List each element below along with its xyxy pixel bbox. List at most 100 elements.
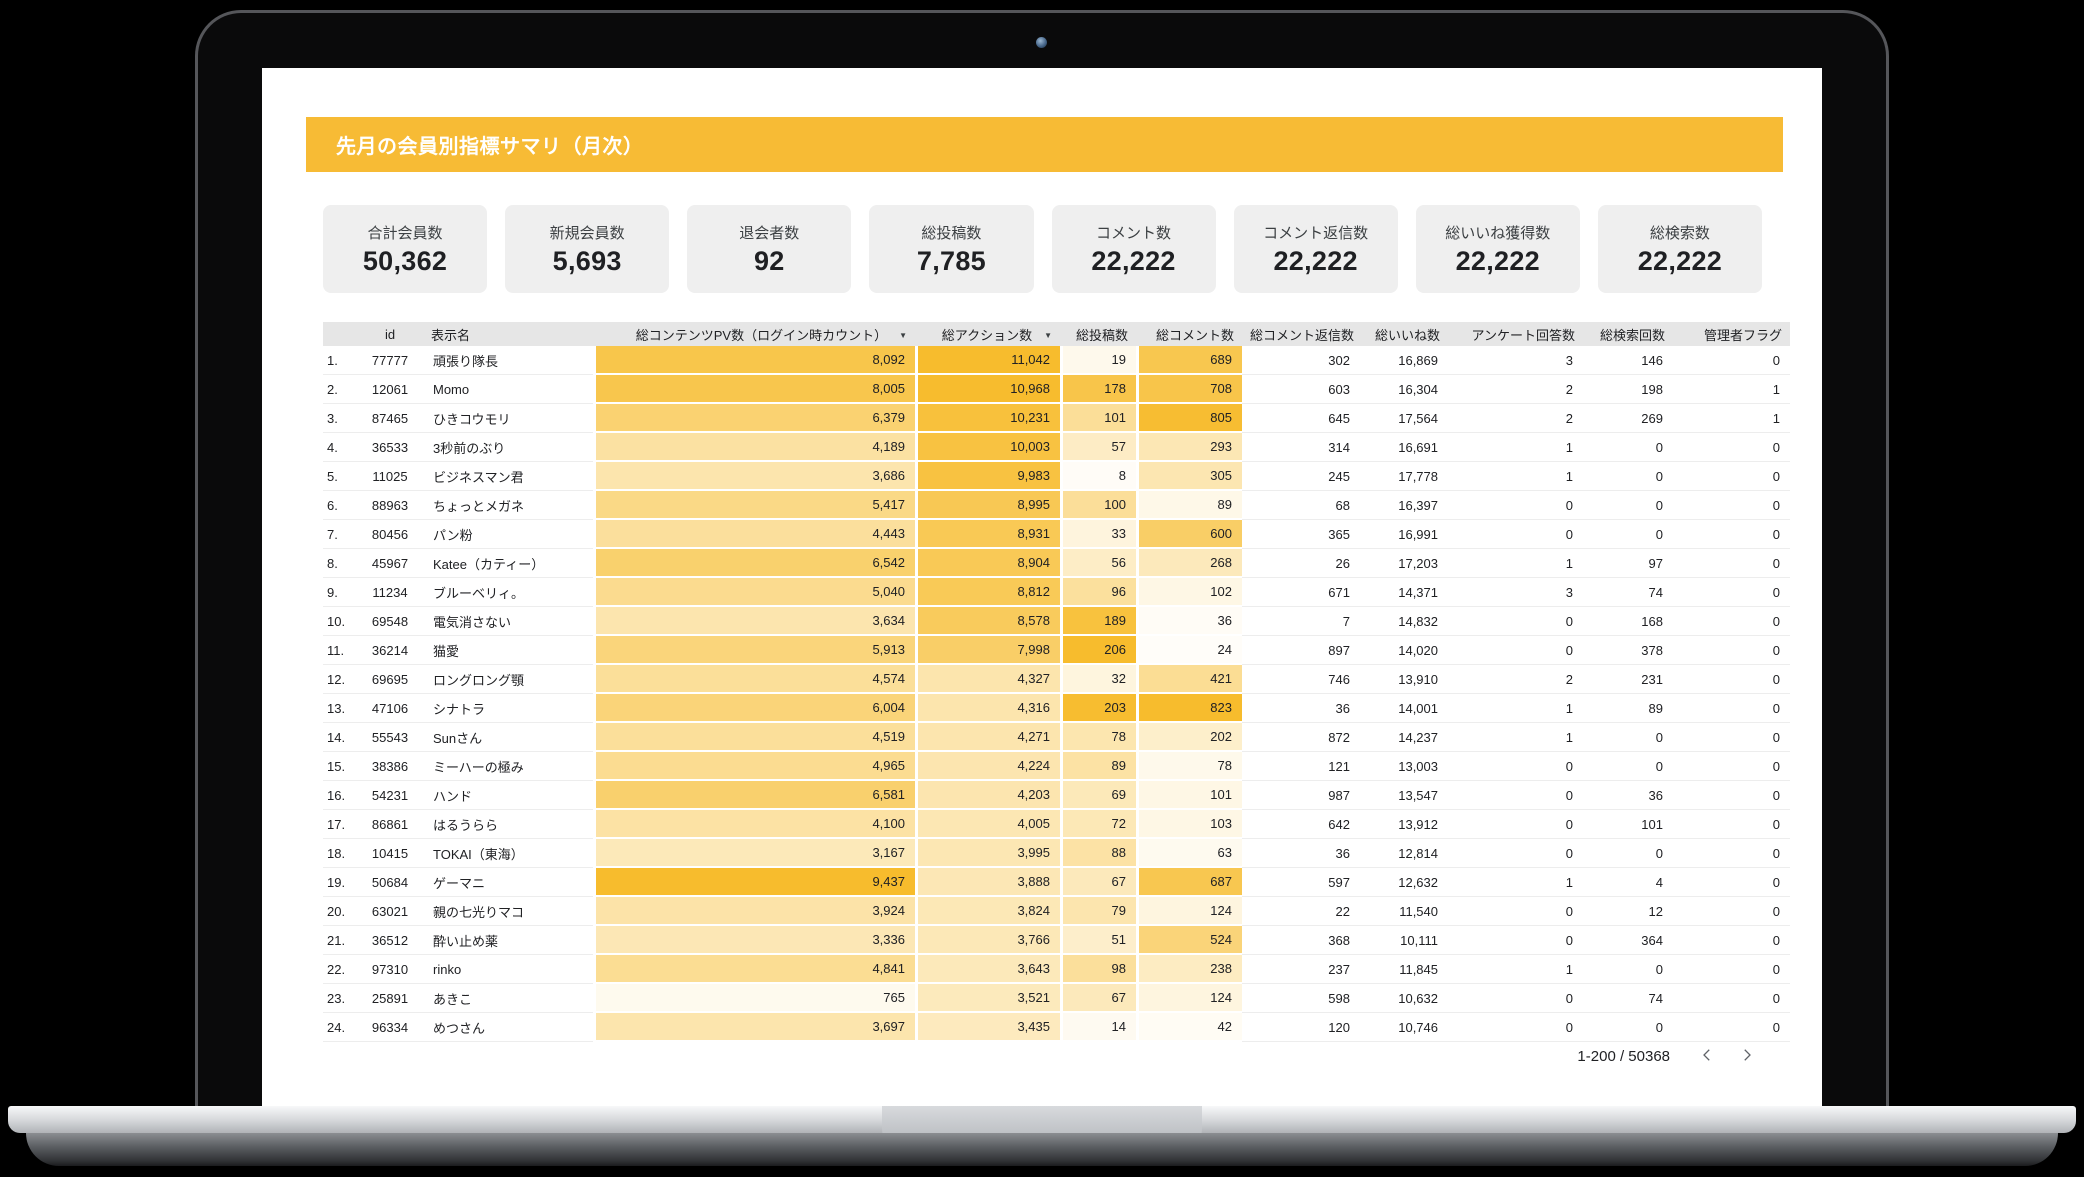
sort-desc-icon: ▼ <box>899 330 907 340</box>
cell-posts: 101 <box>1060 404 1136 433</box>
cell-pv: 3,336 <box>593 926 915 955</box>
cell-replies: 36 <box>1242 694 1360 723</box>
cell-replies: 746 <box>1242 665 1360 694</box>
cell-likes: 14,832 <box>1360 607 1448 636</box>
cell-id: 11025 <box>357 462 423 491</box>
cell-likes: 17,778 <box>1360 462 1448 491</box>
cell-admin: 0 <box>1673 897 1790 926</box>
cell-action: 10,231 <box>915 404 1060 433</box>
cell-name: シナトラ <box>423 694 593 723</box>
cell-pv: 8,005 <box>593 375 915 404</box>
cell-comments: 36 <box>1136 607 1242 636</box>
column-header-action[interactable]: 総アクション数 ▼ <box>915 322 1060 346</box>
table-row: 22. 97310 rinko 4,841 3,643 98 238 237 11,845 1 0 0 <box>323 955 1790 984</box>
cell-posts: 67 <box>1060 984 1136 1013</box>
cell-rank: 23. <box>323 984 357 1013</box>
cell-id: 38386 <box>357 752 423 781</box>
cell-name: ミーハーの極み <box>423 752 593 781</box>
cell-survey: 0 <box>1448 520 1583 549</box>
cell-name: ゲーマニ <box>423 868 593 897</box>
table-row: 17. 86861 はるうらら 4,100 4,005 72 103 642 13,912 0 10… <box>323 810 1790 839</box>
cell-likes: 13,547 <box>1360 781 1448 810</box>
cell-pv: 8,092 <box>593 346 915 375</box>
cell-likes: 16,304 <box>1360 375 1448 404</box>
cell-action: 4,327 <box>915 665 1060 694</box>
table-row: 19. 50684 ゲーマニ 9,437 3,888 67 687 597 12,632 1 4 0 <box>323 868 1790 897</box>
chevron-right-icon <box>1738 1046 1756 1067</box>
cell-pv: 6,542 <box>593 549 915 578</box>
cell-name: Momo <box>423 375 593 404</box>
cell-pv: 6,581 <box>593 781 915 810</box>
prev-page-button[interactable] <box>1690 1040 1724 1072</box>
cell-pv: 3,686 <box>593 462 915 491</box>
table-row: 7. 80456 パン粉 4,443 8,931 33 600 365 16,991 0 0 0 <box>323 520 1790 549</box>
cell-admin: 0 <box>1673 491 1790 520</box>
cell-pv: 5,040 <box>593 578 915 607</box>
kpi-label: 総投稿数 <box>921 224 982 242</box>
cell-posts: 8 <box>1060 462 1136 491</box>
column-header-pv[interactable]: 総コンテンツPV数（ログイン時カウント） ▼ <box>593 322 915 346</box>
cell-survey: 2 <box>1448 665 1583 694</box>
cell-rank: 2. <box>323 375 357 404</box>
cell-rank: 1. <box>323 346 357 375</box>
cell-posts: 89 <box>1060 752 1136 781</box>
cell-survey: 1 <box>1448 462 1583 491</box>
cell-name: 酔い止め薬 <box>423 926 593 955</box>
cell-posts: 206 <box>1060 636 1136 665</box>
cell-posts: 96 <box>1060 578 1136 607</box>
cell-admin: 1 <box>1673 375 1790 404</box>
cell-likes: 17,564 <box>1360 404 1448 433</box>
cell-comments: 101 <box>1136 781 1242 810</box>
cell-search: 0 <box>1583 723 1673 752</box>
cell-likes: 12,814 <box>1360 839 1448 868</box>
cell-comments: 78 <box>1136 752 1242 781</box>
cell-id: 12061 <box>357 375 423 404</box>
cell-survey: 0 <box>1448 781 1583 810</box>
kpi-card-new-members: 新規会員数 5,693 <box>505 205 670 293</box>
cell-action: 10,968 <box>915 375 1060 404</box>
cell-posts: 178 <box>1060 375 1136 404</box>
cell-replies: 68 <box>1242 491 1360 520</box>
table-row: 24. 96334 めつさん 3,697 3,435 14 42 120 10,746 0 0 0 <box>323 1013 1790 1042</box>
pagination-range-label: 1-200 / 50368 <box>1577 1047 1670 1065</box>
cell-comments: 293 <box>1136 433 1242 462</box>
cell-admin: 0 <box>1673 433 1790 462</box>
cell-comments: 708 <box>1136 375 1242 404</box>
cell-id: 45967 <box>357 549 423 578</box>
cell-pv: 5,913 <box>593 636 915 665</box>
page-title: 先月の会員別指標サマリ（月次） <box>336 136 644 158</box>
cell-id: 11234 <box>357 578 423 607</box>
cell-survey: 3 <box>1448 346 1583 375</box>
cell-likes: 14,020 <box>1360 636 1448 665</box>
cell-posts: 67 <box>1060 868 1136 897</box>
cell-survey: 1 <box>1448 868 1583 897</box>
table-row: 12. 69695 ロングロング顎 4,574 4,327 32 421 746 13,910 2… <box>323 665 1790 694</box>
column-header-rank <box>323 322 357 346</box>
cell-survey: 1 <box>1448 433 1583 462</box>
cell-survey: 0 <box>1448 607 1583 636</box>
cell-likes: 11,845 <box>1360 955 1448 984</box>
cell-action: 3,995 <box>915 839 1060 868</box>
cell-rank: 12. <box>323 665 357 694</box>
table-row: 3. 87465 ひきコウモリ 6,379 10,231 101 805 645 17,564 2… <box>323 404 1790 433</box>
cell-likes: 11,540 <box>1360 897 1448 926</box>
cell-replies: 120 <box>1242 1013 1360 1042</box>
cell-survey: 0 <box>1448 984 1583 1013</box>
next-page-button[interactable] <box>1730 1040 1764 1072</box>
cell-admin: 0 <box>1673 810 1790 839</box>
cell-admin: 0 <box>1673 346 1790 375</box>
kpi-value: 22,222 <box>1455 245 1540 276</box>
cell-id: 77777 <box>357 346 423 375</box>
cell-pv: 4,100 <box>593 810 915 839</box>
cell-replies: 314 <box>1242 433 1360 462</box>
cell-pv: 3,697 <box>593 1013 915 1042</box>
cell-search: 97 <box>1583 549 1673 578</box>
cell-admin: 0 <box>1673 723 1790 752</box>
cell-likes: 16,869 <box>1360 346 1448 375</box>
cell-id: 36533 <box>357 433 423 462</box>
cell-replies: 22 <box>1242 897 1360 926</box>
cell-replies: 368 <box>1242 926 1360 955</box>
cell-posts: 98 <box>1060 955 1136 984</box>
cell-likes: 12,632 <box>1360 868 1448 897</box>
cell-replies: 872 <box>1242 723 1360 752</box>
